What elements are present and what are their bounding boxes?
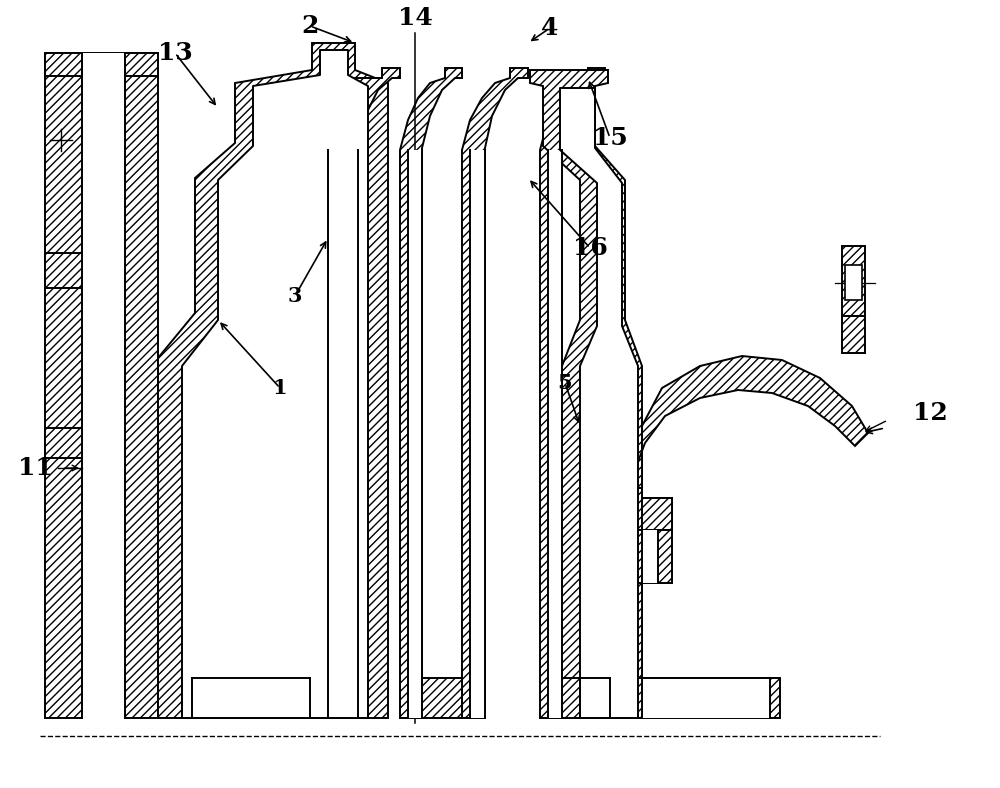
- Polygon shape: [628, 678, 780, 718]
- Polygon shape: [422, 678, 462, 718]
- Polygon shape: [628, 488, 672, 718]
- Polygon shape: [82, 53, 125, 76]
- Polygon shape: [562, 678, 628, 718]
- Polygon shape: [540, 68, 605, 718]
- Polygon shape: [45, 428, 125, 458]
- Polygon shape: [842, 246, 865, 316]
- Polygon shape: [182, 50, 368, 718]
- Text: 13: 13: [158, 41, 192, 65]
- Text: 16: 16: [573, 236, 607, 260]
- Text: 1: 1: [273, 378, 287, 398]
- Text: 3: 3: [288, 286, 302, 306]
- Polygon shape: [628, 356, 868, 488]
- Polygon shape: [45, 253, 125, 288]
- Text: 15: 15: [593, 126, 627, 150]
- Text: 14: 14: [398, 6, 432, 30]
- Polygon shape: [628, 530, 672, 583]
- Polygon shape: [82, 53, 125, 718]
- Polygon shape: [642, 530, 658, 583]
- Polygon shape: [408, 150, 422, 718]
- Polygon shape: [842, 316, 865, 353]
- Polygon shape: [642, 498, 672, 530]
- Text: 12: 12: [913, 401, 947, 425]
- Polygon shape: [548, 150, 562, 718]
- Polygon shape: [530, 70, 642, 718]
- Polygon shape: [182, 678, 320, 718]
- Polygon shape: [580, 678, 610, 718]
- Text: 4: 4: [541, 16, 559, 40]
- Polygon shape: [45, 53, 82, 718]
- Polygon shape: [560, 88, 638, 718]
- Text: 5: 5: [558, 373, 572, 393]
- Polygon shape: [45, 53, 158, 76]
- Polygon shape: [125, 53, 158, 718]
- Polygon shape: [642, 678, 770, 718]
- Polygon shape: [470, 150, 485, 718]
- Bar: [844, 265, 862, 300]
- Polygon shape: [320, 68, 400, 718]
- Polygon shape: [158, 43, 388, 718]
- Polygon shape: [328, 150, 358, 718]
- Polygon shape: [462, 68, 528, 718]
- Text: 2: 2: [301, 14, 319, 38]
- Polygon shape: [400, 68, 462, 718]
- Text: 11: 11: [18, 456, 52, 480]
- Polygon shape: [192, 678, 310, 718]
